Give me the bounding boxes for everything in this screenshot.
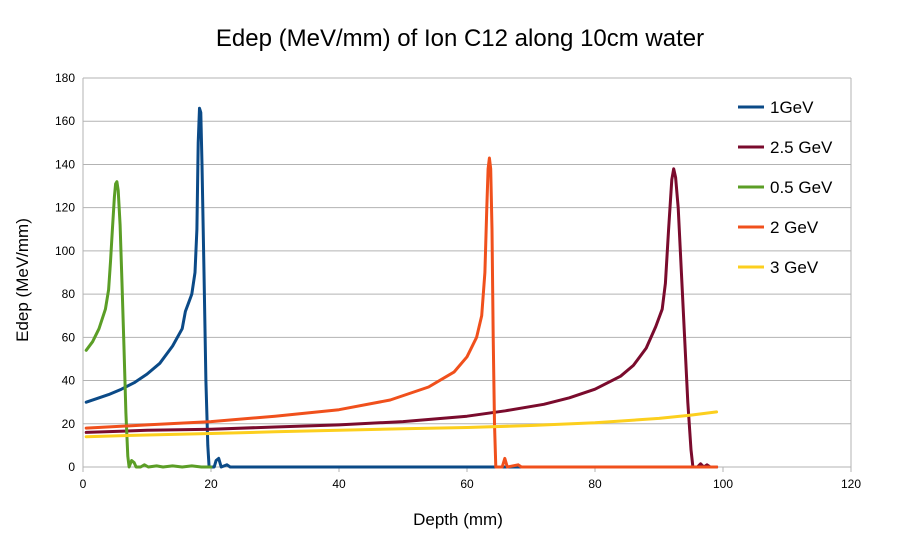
legend-label: 2 GeV [770,218,819,237]
legend-label: 0.5 GeV [770,178,833,197]
gridlines [82,77,852,472]
y-axis-title: Edep (MeV/mm) [13,218,32,342]
series-line-4 [84,410,719,439]
series-line-0 [84,106,719,469]
y-tick-label: 140 [55,157,75,171]
y-tick-label: 160 [55,114,75,128]
legend-label: 3 GeV [770,258,819,277]
tick-labels: 0 20 40 60 80 100 120 140 160 180 0 20 40 60 80 100 120 [55,71,861,491]
legend-label: 1GeV [770,98,814,117]
y-tick-label: 0 [68,460,75,474]
x-tick-label: 80 [588,477,602,491]
x-axis-title: Depth (mm) [413,510,503,529]
y-tick-label: 120 [55,201,75,215]
legend-label: 2.5 GeV [770,138,833,157]
y-tick-label: 180 [55,71,75,85]
x-tick-label: 0 [80,477,87,491]
x-tick-label: 100 [713,477,733,491]
x-tick-label: 20 [204,477,218,491]
x-tick-label: 60 [460,477,474,491]
plot-series [84,106,719,469]
y-tick-label: 100 [55,244,75,258]
y-tick-label: 40 [62,374,76,388]
series-line-3 [84,156,719,469]
x-tick-label: 120 [841,477,861,491]
y-tick-label: 80 [62,287,76,301]
chart-title: Edep (MeV/mm) of Ion C12 along 10cm wate… [216,25,704,52]
y-tick-label: 60 [62,330,76,344]
x-tick-label: 40 [332,477,346,491]
legend: 1GeV 2.5 GeV 0.5 GeV 2 GeV 3 GeV [738,98,833,277]
y-tick-label: 20 [62,417,76,431]
